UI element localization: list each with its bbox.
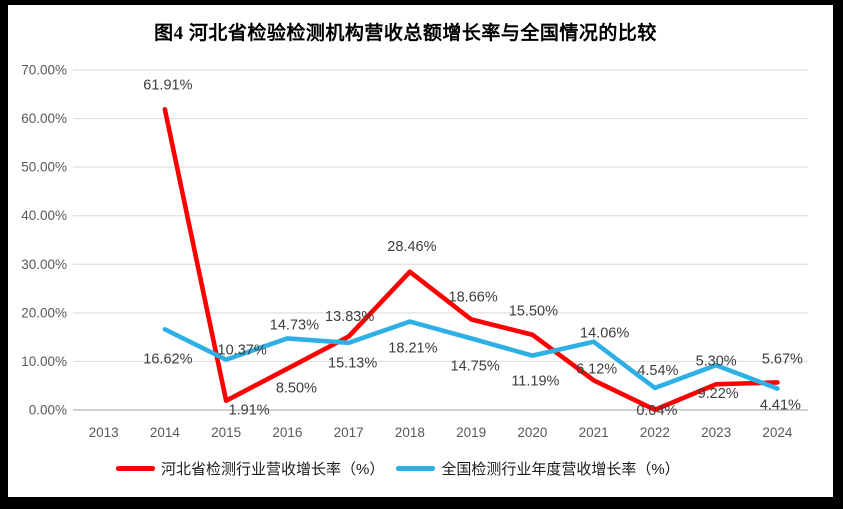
x-tick-label: 2022 (640, 425, 670, 440)
legend-item-hebei: 河北省检测行业营收增长率（%） (116, 458, 384, 479)
y-tick-label: 70.00% (21, 63, 67, 78)
x-tick-label: 2023 (701, 425, 731, 440)
x-tick-label: 2013 (89, 425, 119, 440)
national-line (162, 319, 780, 391)
y-tick-label: 0.00% (29, 403, 67, 418)
data-label: 28.46% (387, 239, 436, 255)
national-line-swatch (396, 466, 436, 471)
data-label: 4.41% (760, 398, 801, 414)
x-tick-label: 2019 (456, 425, 486, 440)
x-tick-label: 2015 (211, 425, 241, 440)
data-label: 11.19% (511, 374, 559, 390)
x-tick-label: 2016 (272, 425, 302, 440)
data-label: 4.54% (637, 363, 678, 379)
y-tick-label: 10.00% (21, 354, 67, 369)
hebei-legend-label: 河北省检测行业营收增长率（%） (161, 461, 385, 478)
legend: 河北省检测行业营收增长率（%） 全国检测行业年度营收增长率（%） (116, 458, 680, 479)
data-label: 5.67% (762, 351, 803, 367)
data-label: 14.73% (270, 317, 319, 333)
x-tick-label: 2024 (762, 425, 793, 440)
data-label: 18.66% (449, 289, 498, 305)
data-label: 15.13% (328, 356, 377, 372)
x-tick-label: 2017 (334, 425, 364, 440)
data-label: 61.91% (143, 77, 192, 93)
y-tick-label: 50.00% (21, 160, 67, 175)
x-tick-label: 2018 (395, 425, 425, 440)
data-label: 8.50% (276, 381, 317, 397)
data-label: 6.12% (576, 361, 617, 377)
chart-canvas: 图4 河北省检验检测机构营收总额增长率与全国情况的比较 0.00% 10.00% 2… (8, 5, 833, 497)
y-tick-label: 20.00% (21, 305, 67, 320)
chart-title: 图4 河北省检验检测机构营收总额增长率与全国情况的比较 (154, 23, 657, 44)
national-legend-label: 全国检测行业年度营收增长率（%） (441, 461, 680, 478)
data-label: 15.50% (509, 304, 558, 320)
data-label: 13.83% (325, 309, 374, 325)
x-tick-label: 2020 (517, 425, 547, 440)
data-label: 1.91% (229, 403, 270, 419)
data-label: 16.62% (143, 351, 192, 367)
hebei-line-swatch (116, 466, 155, 471)
legend-item-national: 全国检测行业年度营收增长率（%） (396, 458, 680, 479)
x-tick-label: 2021 (579, 425, 609, 440)
y-tick-label: 60.00% (21, 111, 67, 126)
data-label: 14.06% (580, 326, 629, 342)
x-tick-label: 2014 (150, 425, 181, 440)
y-tick-label: 30.00% (21, 257, 67, 272)
y-tick-label: 40.00% (21, 208, 67, 223)
data-label: 9.22% (698, 386, 739, 402)
data-label: 0.04% (636, 403, 677, 419)
hebei-line (162, 106, 780, 413)
data-label: 5.30% (696, 353, 737, 369)
data-label: 14.75% (451, 358, 500, 374)
data-label: 10.37% (218, 343, 267, 359)
data-label: 18.21% (388, 341, 437, 357)
